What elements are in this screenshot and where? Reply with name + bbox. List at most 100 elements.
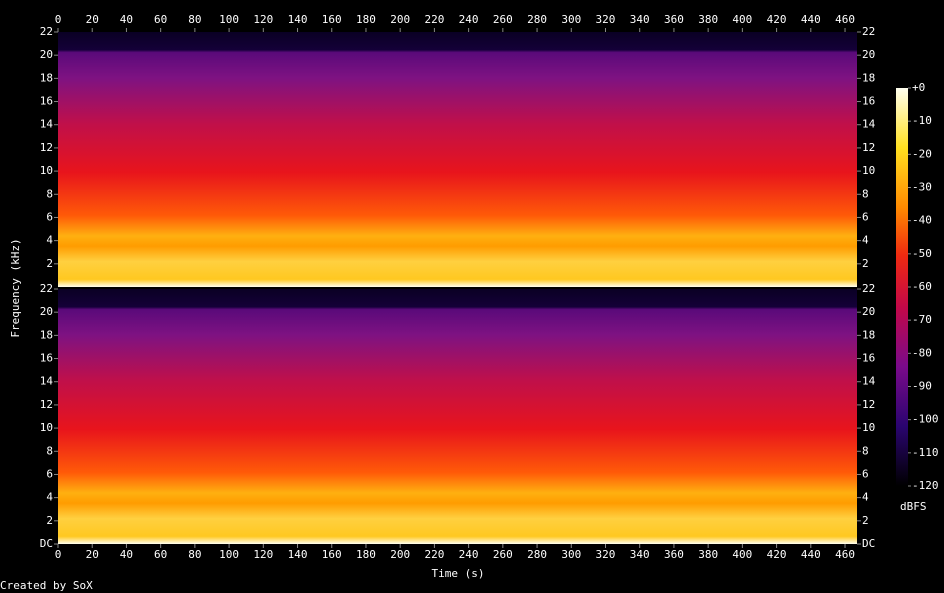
x-tick-label: 340 <box>630 13 650 26</box>
x-tick-label: 20 <box>86 13 99 26</box>
y-tick-label: 6 <box>46 210 53 223</box>
colorbar-tick-label: -40 <box>912 214 932 227</box>
x-tick-label: 240 <box>459 548 479 561</box>
x-tick-label: 320 <box>596 13 616 26</box>
x-tick-label: 120 <box>253 548 273 561</box>
x-tick-label: 80 <box>188 548 201 561</box>
colorbar-tick-label: -10 <box>912 114 932 127</box>
y-tick-label: 12 <box>40 141 53 154</box>
y-tick-label: 22 <box>40 282 53 295</box>
colorbar-tick-label: -60 <box>912 280 932 293</box>
y-tick-label: 22 <box>862 25 875 38</box>
y-tick-label: 6 <box>862 467 869 480</box>
y-tick-label: 14 <box>862 118 876 131</box>
x-axis-label: Time (s) <box>432 567 485 580</box>
y-tick-label: 14 <box>862 375 876 388</box>
y-tick-label: 18 <box>862 328 875 341</box>
x-tick-label: 100 <box>219 548 239 561</box>
y-tick-label: 2 <box>46 514 53 527</box>
x-tick-label: 220 <box>424 13 444 26</box>
y-tick-label: 8 <box>862 187 869 200</box>
x-tick-label: 220 <box>424 548 444 561</box>
y-tick-label: 12 <box>40 398 53 411</box>
colorbar-tick-label: -110 <box>912 446 939 459</box>
x-tick-label: 80 <box>188 13 201 26</box>
y-tick-label: 20 <box>862 305 875 318</box>
x-tick-label: 0 <box>55 548 62 561</box>
y-tick-label: 6 <box>46 467 53 480</box>
x-tick-label: 260 <box>493 13 513 26</box>
x-tick-label: 180 <box>356 548 376 561</box>
x-tick-label: 300 <box>561 13 581 26</box>
colorbar <box>896 88 908 486</box>
x-tick-label: 420 <box>767 548 787 561</box>
x-tick-label: 460 <box>835 548 855 561</box>
x-tick-label: 420 <box>767 13 787 26</box>
y-tick-label: 20 <box>40 305 53 318</box>
y-tick-label: 4 <box>46 234 53 247</box>
y-tick-label: 6 <box>862 210 869 223</box>
y-tick-label: 18 <box>862 71 875 84</box>
y-tick-label: 14 <box>40 118 54 131</box>
y-tick-label: 12 <box>862 398 875 411</box>
y-tick-label: 22 <box>40 25 53 38</box>
x-tick-label: 100 <box>219 13 239 26</box>
x-tick-label: 240 <box>459 13 479 26</box>
x-tick-label: 360 <box>664 548 684 561</box>
y-tick-label: 10 <box>40 164 53 177</box>
spectrogram-channel <box>58 32 857 287</box>
x-tick-label: 160 <box>322 13 342 26</box>
y-tick-label: 18 <box>40 71 53 84</box>
y-tick-label: 16 <box>862 352 875 365</box>
footer: Created by SoX <box>0 579 93 592</box>
x-tick-label: 160 <box>322 548 342 561</box>
colorbar-tick-label: -50 <box>912 247 932 260</box>
x-tick-label: 380 <box>698 13 718 26</box>
y-tick-label: DC <box>862 537 875 550</box>
x-tick-label: 180 <box>356 13 376 26</box>
x-tick-label: 200 <box>390 13 410 26</box>
x-tick-label: 380 <box>698 548 718 561</box>
y-tick-label: 20 <box>862 48 875 61</box>
x-tick-label: 60 <box>154 13 167 26</box>
x-tick-label: 440 <box>801 548 821 561</box>
x-tick-label: 200 <box>390 548 410 561</box>
colorbar-tick-label: -80 <box>912 346 932 359</box>
y-tick-label: 4 <box>862 491 869 504</box>
y-tick-label: 10 <box>40 421 53 434</box>
y-tick-label: 16 <box>40 95 53 108</box>
x-tick-label: 0 <box>55 13 62 26</box>
y-tick-label: 8 <box>46 187 53 200</box>
x-tick-label: 340 <box>630 548 650 561</box>
y-tick-label: 10 <box>862 164 875 177</box>
colorbar-tick-label: -70 <box>912 313 932 326</box>
y-tick-label: 2 <box>862 257 869 270</box>
x-tick-label: 280 <box>527 13 547 26</box>
spectrogram-channel <box>58 289 857 544</box>
y-tick-label: 18 <box>40 328 53 341</box>
y-tick-label: 2 <box>862 514 869 527</box>
y-tick-label: 14 <box>40 375 54 388</box>
x-tick-label: 320 <box>596 548 616 561</box>
colorbar-tick-label: -100 <box>912 413 939 426</box>
colorbar-label: dBFS <box>900 500 927 513</box>
colorbar-tick-label: -30 <box>912 181 932 194</box>
x-tick-label: 120 <box>253 13 273 26</box>
y-axis-label: Frequency (kHz) <box>9 238 22 337</box>
colorbar-tick-label: -120 <box>912 479 939 492</box>
y-tick-label: 8 <box>46 444 53 457</box>
colorbar-tick-label: -90 <box>912 380 932 393</box>
x-tick-label: 440 <box>801 13 821 26</box>
y-tick-label: 2 <box>46 257 53 270</box>
x-tick-label: 20 <box>86 548 99 561</box>
x-tick-label: 40 <box>120 548 133 561</box>
x-tick-label: 460 <box>835 13 855 26</box>
x-tick-label: 260 <box>493 548 513 561</box>
y-tick-label: 4 <box>46 491 53 504</box>
colorbar-tick-label: -20 <box>912 147 932 160</box>
x-tick-label: 280 <box>527 548 547 561</box>
y-tick-label: 20 <box>40 48 53 61</box>
y-tick-label: 10 <box>862 421 875 434</box>
y-tick-label: 16 <box>862 95 875 108</box>
